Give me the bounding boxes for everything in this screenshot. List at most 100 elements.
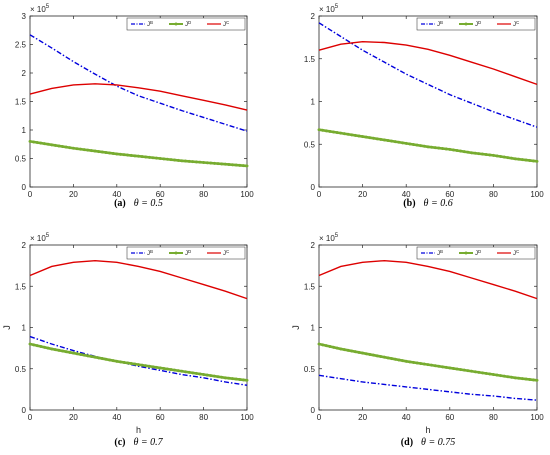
series-marker [212, 161, 216, 165]
series-marker [451, 366, 455, 370]
series-marker [328, 344, 332, 348]
series-marker [42, 345, 46, 349]
series-marker [506, 156, 510, 160]
legend-marker [464, 251, 468, 255]
series-marker [118, 360, 122, 364]
series-marker [108, 358, 112, 362]
legend-label-JB: JB [437, 249, 443, 257]
series-marker [484, 371, 488, 375]
series-marker [520, 377, 524, 381]
series-marker [158, 366, 162, 370]
legend-label-JB: JB [147, 249, 153, 257]
series-marker [126, 153, 130, 157]
legend-marker [464, 22, 468, 26]
series-marker [79, 147, 83, 151]
series-marker [155, 156, 159, 160]
series-line-JC [29, 83, 248, 111]
series-marker [155, 365, 159, 369]
series-marker [459, 149, 463, 153]
y-multiplier-exponent: 5 [335, 233, 339, 239]
series-marker [448, 366, 452, 370]
series-marker [477, 370, 481, 374]
series-marker [220, 162, 224, 166]
series-marker [151, 365, 155, 369]
x-tick-label: 60 [156, 190, 165, 199]
series-marker [191, 160, 195, 164]
caption-theta: θ = 0.7 [133, 437, 163, 448]
series-marker [473, 370, 477, 374]
y-tick-label: 2 [311, 241, 316, 250]
series-marker [401, 141, 405, 145]
series-line-JB [318, 374, 538, 401]
series-marker [477, 152, 481, 156]
series-marker [53, 143, 57, 147]
series-marker [220, 375, 224, 379]
series-marker [147, 364, 151, 368]
series-marker [165, 157, 169, 161]
series-marker [437, 146, 441, 150]
series-marker [513, 376, 517, 380]
y-multiplier-base: × 10 [30, 234, 46, 243]
series-marker [502, 155, 506, 159]
series-marker [39, 141, 43, 145]
x-tick-label: 60 [445, 413, 454, 422]
series-marker [531, 159, 535, 163]
series-marker [216, 375, 220, 379]
legend-label-JC: JC [223, 20, 230, 28]
x-tick-label: 20 [358, 190, 367, 199]
series-marker [382, 355, 386, 359]
series-marker [466, 369, 470, 373]
series-marker [408, 142, 412, 146]
legend-label-sup: D [478, 249, 482, 254]
series-marker [386, 356, 390, 360]
y-tick-label: 1.5 [304, 282, 316, 291]
legend-label-sup: D [188, 249, 192, 254]
series-marker [361, 135, 365, 139]
series-marker [100, 357, 104, 361]
series-marker [346, 348, 350, 352]
plot-area [318, 244, 538, 411]
series-marker [470, 151, 474, 155]
series-marker [136, 363, 140, 367]
series-marker [499, 374, 503, 378]
series-marker [386, 139, 390, 143]
y-tick-label: 0 [22, 406, 27, 415]
series-marker [227, 162, 231, 166]
series-marker [184, 370, 188, 374]
series-marker [455, 149, 459, 153]
series-marker [462, 368, 466, 372]
series-marker [234, 377, 238, 381]
series-marker [353, 133, 357, 137]
series-marker [357, 350, 361, 354]
series-marker [531, 378, 535, 382]
legend-box [126, 246, 246, 260]
series-marker [368, 136, 372, 140]
series-marker [144, 364, 148, 368]
series-marker [75, 352, 79, 356]
y-tick-label: 0.5 [304, 365, 316, 374]
series-marker [97, 356, 101, 360]
series-marker [118, 152, 122, 156]
series-marker [234, 163, 238, 167]
x-tick-label: 0 [317, 190, 322, 199]
series-marker [104, 357, 108, 361]
series-marker [245, 378, 249, 382]
series-marker [372, 136, 376, 140]
series-marker [129, 153, 133, 157]
series-marker [342, 348, 346, 352]
series-marker [50, 143, 54, 147]
series-marker [53, 348, 57, 352]
series-marker [86, 148, 90, 152]
series-marker [321, 128, 325, 132]
series-marker [50, 347, 54, 351]
series-marker [459, 368, 463, 372]
series-marker [357, 134, 361, 138]
x-tick-label: 100 [240, 190, 254, 199]
series-marker [71, 146, 75, 150]
x-tick-label: 20 [69, 190, 78, 199]
y-multiplier: × 105 [30, 233, 50, 243]
series-marker [198, 372, 202, 376]
series-marker [520, 158, 524, 162]
